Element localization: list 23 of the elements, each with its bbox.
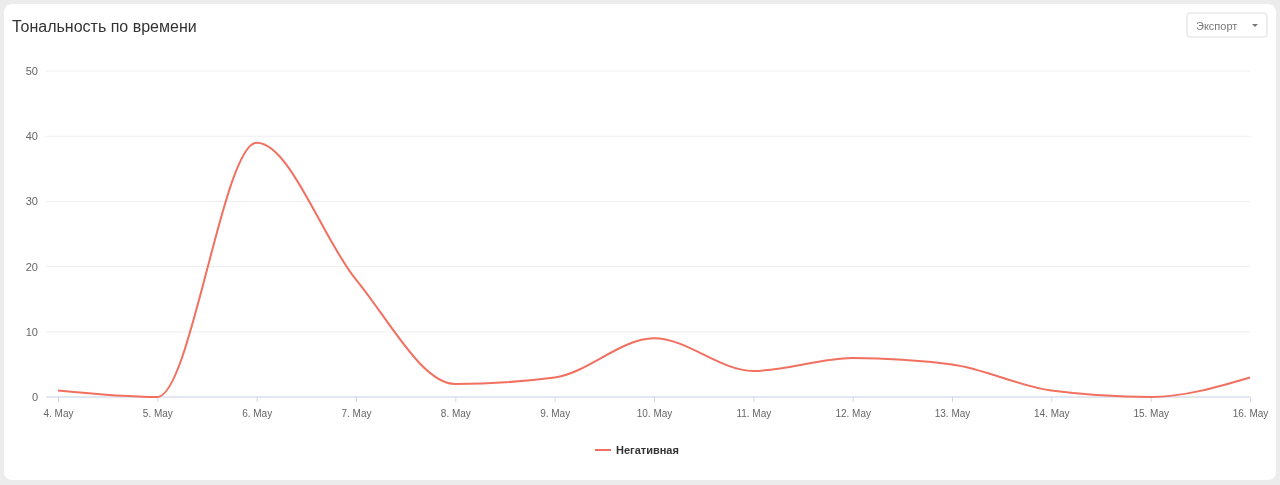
legend-label: Негативная: [616, 444, 679, 456]
x-tick-label: 11. May: [736, 408, 772, 419]
export-button: Экспорт: [1186, 12, 1268, 38]
y-tick-label: 50: [25, 65, 38, 78]
x-tick-label: 9. May: [540, 408, 571, 419]
x-tick-label: 7. May: [341, 408, 372, 419]
y-tick-label: 0: [31, 391, 38, 404]
x-tick-label: 6. May: [242, 408, 273, 419]
y-tick-label: 10: [25, 325, 38, 338]
y-tick-label: 30: [25, 195, 38, 208]
x-tick-label: 5. May: [142, 408, 173, 419]
x-tick-label: 13. May: [934, 408, 971, 419]
y-tick-label: 40: [25, 130, 38, 143]
x-tick-label: 15. May: [1133, 408, 1169, 419]
x-tick-label: 12. May: [835, 408, 871, 419]
x-tick-label: 16. May: [1232, 408, 1269, 419]
x-tick-label: 4. May: [43, 408, 74, 419]
y-tick-label: 20: [25, 260, 38, 273]
x-tick-label: 8. May: [440, 408, 471, 419]
line-series: [57, 141, 1251, 398]
chart-title: Тональность по времени: [12, 18, 197, 35]
x-tick-label: 14. May: [1034, 408, 1070, 419]
x-tick-label: 10. May: [636, 408, 673, 419]
